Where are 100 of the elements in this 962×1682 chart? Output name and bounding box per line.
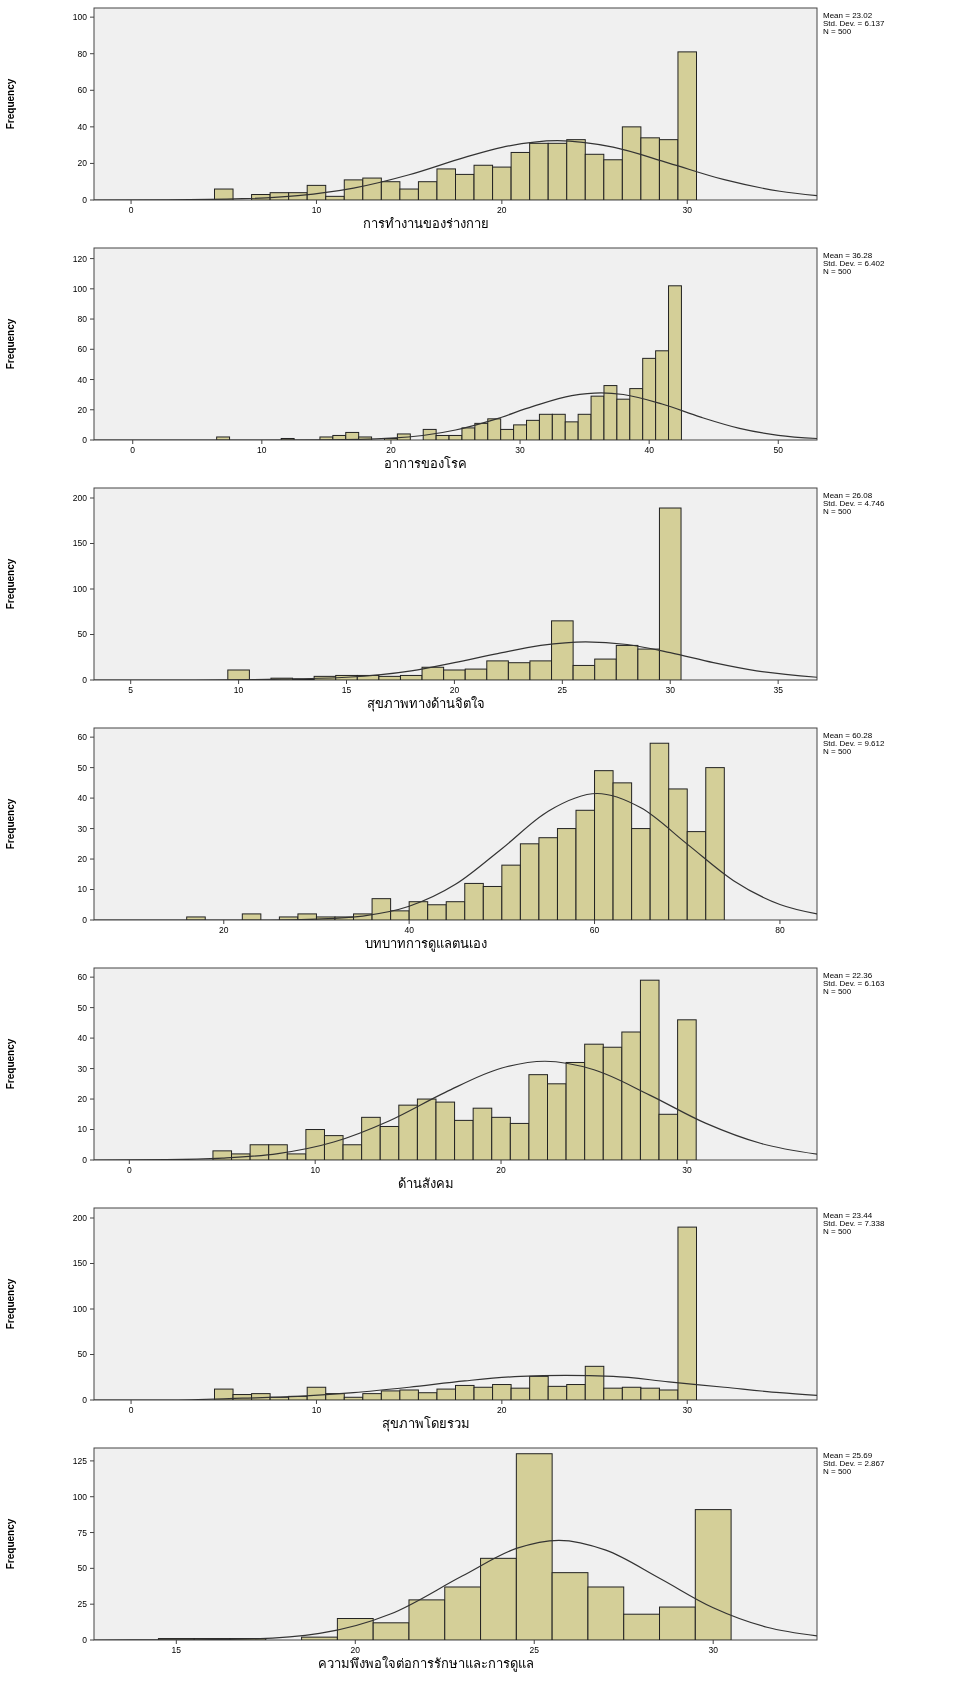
y-tick-label: 0 [82,1394,88,1405]
y-tick-label: 40 [77,374,88,385]
x-tick-label: 60 [589,925,600,935]
y-tick-label: 125 [72,1455,88,1466]
y-tick-label: 120 [72,253,88,264]
x-tick-label: 20 [449,685,460,695]
y-tick-label: 40 [77,793,88,804]
y-axis-title: Frequency [5,798,16,850]
y-tick-label: 150 [72,538,88,549]
x-tick-label: 20 [350,1645,361,1655]
y-tick-label: 20 [77,1094,88,1105]
text: N = 500 [823,987,852,996]
y-tick-label: 0 [82,1634,88,1645]
y-tick-label: 40 [77,121,88,132]
y-tick-label: 50 [77,629,88,640]
x-tick-label: 50 [773,445,784,455]
x-tick-label: 30 [515,445,526,455]
y-axis-title: Frequency [5,318,16,370]
x-tick-label: 30 [682,1165,692,1175]
text: N = 500 [823,267,852,276]
y-tick-label: 10 [77,1124,88,1135]
y-axis-title: Frequency [5,78,16,130]
y-tick-label: 50 [77,762,88,773]
y-axis-title: Frequency [5,1038,16,1090]
x-axis-title: บทบาทการดูแลตนเอง [364,936,487,953]
y-tick-label: 100 [72,1491,88,1502]
text: Mean = 23.44 [823,1211,873,1220]
text: Mean = 36.28 [823,251,873,260]
y-axis-title: Frequency [5,1278,16,1330]
x-tick-label: 10 [311,205,322,215]
text: Mean = 22.36 [823,971,873,980]
y-tick-label: 0 [82,914,88,925]
y-tick-label: 0 [82,1154,88,1165]
text: Std. Dev. = 9.612 [823,739,885,748]
x-axis-title: ความพึงพอใจต่อการรักษาและการดูแล [317,1656,534,1673]
y-tick-label: 60 [77,85,88,96]
text: Mean = 25.69 [823,1451,873,1460]
y-tick-label: 60 [77,972,88,983]
text: Mean = 26.08 [823,491,873,500]
text: Std. Dev. = 4.746 [823,499,885,508]
y-tick-label: 150 [72,1258,88,1269]
x-tick-label: 25 [557,685,568,695]
x-tick-label: 20 [219,925,229,935]
text: Std. Dev. = 6.163 [823,979,885,988]
x-tick-label: 30 [682,1405,693,1415]
text: Mean = 23.02 [823,11,873,20]
x-tick-label: 0 [128,1405,134,1415]
y-tick-label: 30 [77,823,88,834]
x-tick-label: 80 [775,925,785,935]
x-tick-label: 15 [341,685,352,695]
y-tick-label: 10 [77,884,88,895]
y-tick-label: 100 [72,1303,88,1314]
x-tick-label: 20 [496,1165,507,1175]
x-tick-label: 30 [708,1645,719,1655]
x-tick-label: 40 [404,925,415,935]
x-tick-label: 10 [257,445,267,455]
x-tick-label: 25 [529,1645,540,1655]
x-tick-label: 30 [682,205,693,215]
text: Std. Dev. = 2.867 [823,1459,885,1468]
x-tick-label: 0 [126,1165,132,1175]
y-tick-label: 60 [77,732,88,743]
x-tick-label: 35 [773,685,784,695]
y-tick-label: 75 [77,1527,88,1538]
y-axis-title: Frequency [5,558,16,610]
x-tick-label: 20 [386,445,396,455]
y-tick-label: 200 [72,492,88,503]
y-tick-label: 60 [77,344,88,355]
x-tick-label: 20 [497,1405,507,1415]
text: N = 500 [823,747,852,756]
x-tick-label: 30 [665,685,676,695]
x-tick-label: 0 [128,205,134,215]
y-tick-label: 100 [72,583,88,594]
text: Mean = 60.28 [823,731,873,740]
y-tick-label: 30 [77,1063,88,1074]
x-axis-title: สุขภาพโดยรวม [381,1416,470,1433]
y-tick-label: 0 [82,434,88,445]
y-tick-label: 50 [77,1002,88,1013]
y-tick-label: 20 [77,854,88,865]
y-tick-label: 50 [77,1563,88,1574]
y-tick-label: 0 [82,674,88,685]
text: Std. Dev. = 6.402 [823,259,885,268]
x-tick-label: 10 [310,1165,321,1175]
y-tick-label: 100 [72,12,88,23]
x-axis-title: สุขภาพทางด้านจิตใจ [366,696,485,713]
y-tick-label: 20 [77,404,88,415]
x-axis-title: การทำงานของร่างกาย [362,216,489,232]
x-axis-title: อาการของโรค [384,456,467,472]
x-tick-label: 15 [171,1645,182,1655]
text: N = 500 [823,507,852,516]
text: Std. Dev. = 6.137 [823,19,885,28]
x-tick-label: 10 [311,1405,322,1415]
x-tick-label: 40 [644,445,655,455]
y-tick-label: 40 [77,1033,88,1044]
text: N = 500 [823,27,852,36]
y-tick-label: 0 [82,194,88,205]
y-tick-label: 25 [77,1599,88,1610]
y-tick-label: 100 [72,283,88,294]
x-tick-label: 0 [130,445,136,455]
x-tick-label: 10 [233,685,244,695]
y-tick-label: 80 [77,314,88,325]
